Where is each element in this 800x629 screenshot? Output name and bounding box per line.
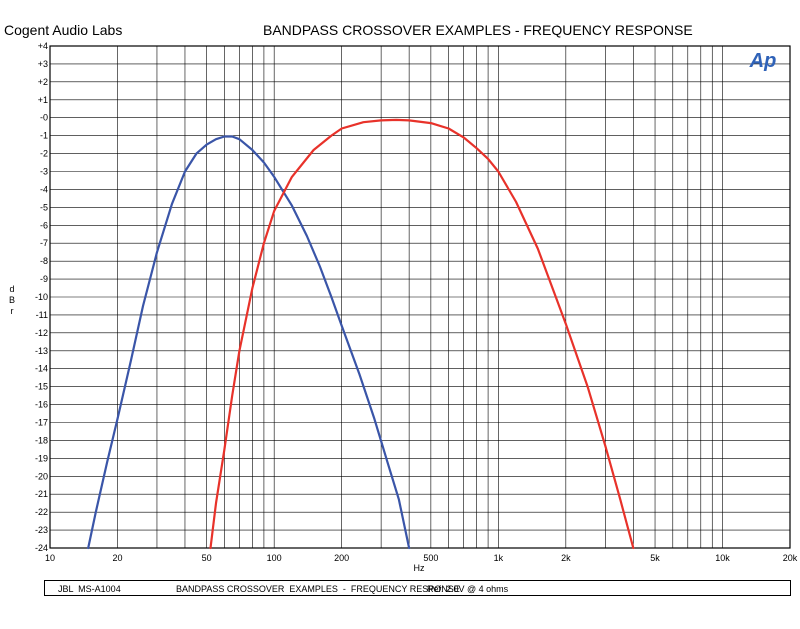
series-line-red — [209, 118, 635, 550]
y-tick-label: +3 — [38, 59, 48, 69]
y-tick-label: -11 — [36, 310, 48, 320]
footer-title: BANDPASS CROSSOVER EXAMPLES - FREQUENCY … — [176, 584, 460, 594]
y-tick-label: -15 — [35, 382, 48, 392]
footer-bar: JBL MS-A1004 BANDPASS CROSSOVER EXAMPLES… — [44, 580, 791, 596]
y-tick-label: -7 — [40, 238, 48, 248]
y-tick-label: +4 — [38, 41, 48, 51]
y-tick-label: +1 — [38, 95, 48, 105]
y-tick-label: -4 — [40, 184, 48, 194]
x-tick-label: 5k — [650, 553, 660, 563]
x-tick-label: 500 — [423, 553, 438, 563]
y-tick-label: -9 — [40, 274, 48, 284]
chart-title: BANDPASS CROSSOVER EXAMPLES - FREQUENCY … — [263, 22, 693, 38]
y-tick-label: -17 — [35, 418, 48, 428]
y-tick-label: -20 — [35, 471, 48, 481]
y-tick-label: -1 — [40, 131, 48, 141]
y-tick-label: -2 — [40, 149, 48, 159]
x-tick-label: 2k — [561, 553, 571, 563]
chart-series — [87, 118, 635, 550]
y-axis-label-char: r — [10, 306, 14, 316]
y-tick-label: +2 — [38, 77, 48, 87]
y-tick-label: -3 — [40, 167, 48, 177]
y-tick-label: -16 — [35, 400, 48, 410]
footer-ref: Ref: 2.0V @ 4 ohms — [427, 584, 509, 594]
chart-ticks: +4 +3 +2 +1 -0 -1 -2 -3 -4 -5 -6 -7 -8 -9 -10 -11 -12 -13… — [35, 41, 798, 563]
y-tick-label: -24 — [35, 543, 48, 553]
ap-logo: Ap — [749, 50, 777, 72]
x-tick-label: 50 — [202, 553, 212, 563]
y-tick-label: -5 — [40, 202, 48, 212]
y-tick-label: -12 — [35, 328, 48, 338]
x-tick-label: 10 — [45, 553, 55, 563]
x-tick-label: 10k — [715, 553, 730, 563]
footer-model: JBL MS-A1004 — [58, 584, 121, 594]
y-axis-label-char: B — [8, 295, 15, 305]
y-axis-label-char: d — [9, 284, 15, 294]
series-line-blue — [87, 135, 411, 550]
x-tick-label: 1k — [494, 553, 504, 563]
plot-frame — [49, 45, 791, 549]
y-tick-label: -13 — [35, 346, 48, 356]
x-tick-label: 20k — [783, 553, 798, 563]
x-axis-label: Hz — [414, 563, 425, 573]
y-tick-label: -18 — [35, 435, 48, 445]
brand-name: Cogent Audio Labs — [4, 22, 123, 38]
y-tick-label: -10 — [35, 292, 48, 302]
x-tick-label: 20 — [112, 553, 122, 563]
x-tick-label: 200 — [334, 553, 349, 563]
y-tick-label: -6 — [40, 220, 48, 230]
chart-grid — [49, 45, 791, 549]
y-tick-label: -19 — [35, 453, 48, 463]
y-tick-label: -21 — [35, 489, 48, 499]
x-tick-label: 100 — [267, 553, 282, 563]
y-tick-label: -22 — [35, 507, 48, 517]
y-tick-label: -0 — [40, 113, 48, 123]
y-tick-label: -8 — [40, 256, 48, 266]
y-tick-label: -14 — [35, 364, 48, 374]
y-tick-label: -23 — [35, 525, 48, 535]
